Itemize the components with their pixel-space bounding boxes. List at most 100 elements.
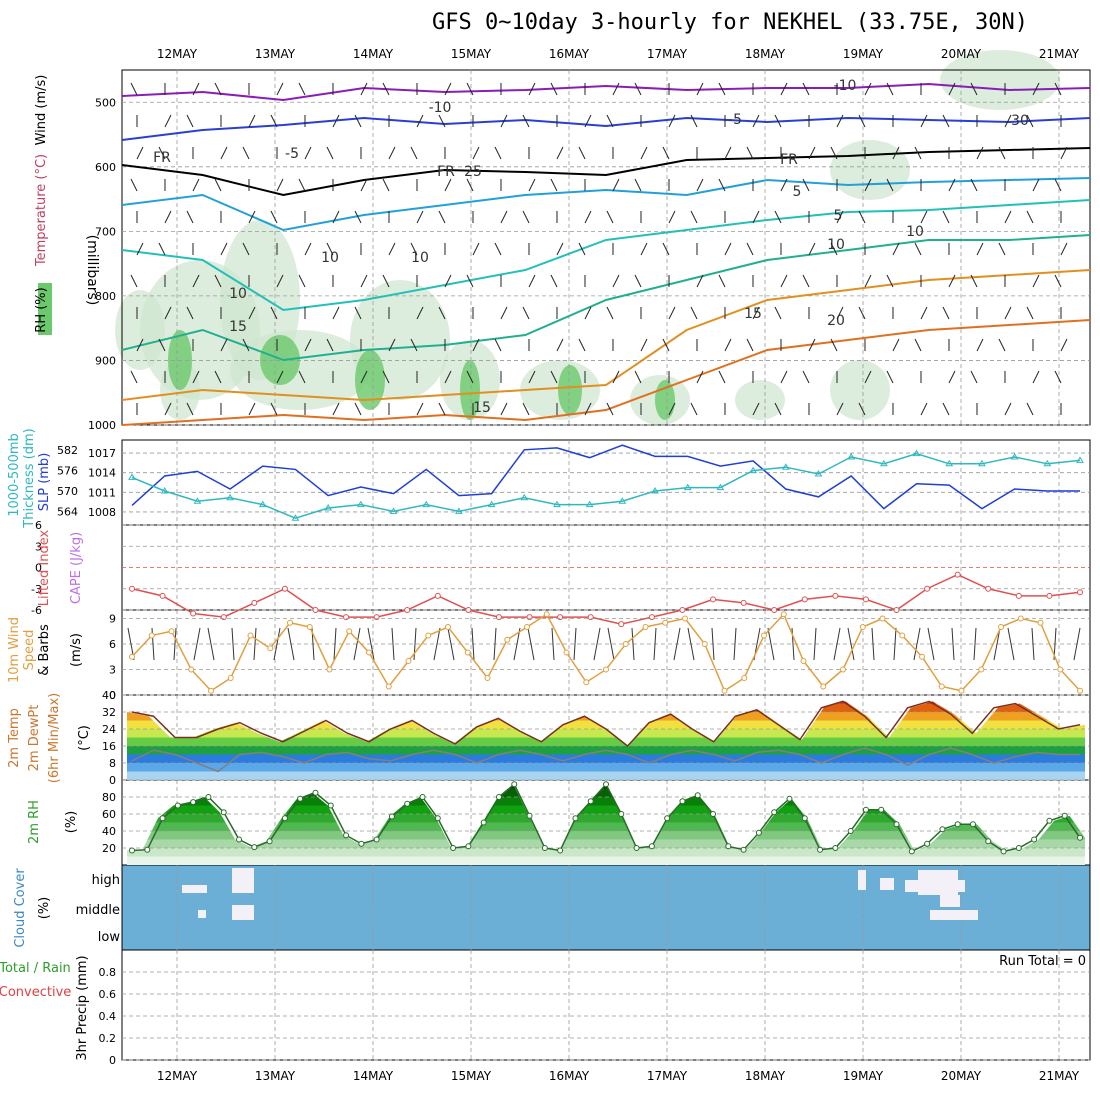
ylabel-cloud-2: (%) bbox=[37, 897, 52, 920]
wind-barb bbox=[830, 242, 838, 256]
contour-label: 5 bbox=[834, 208, 843, 224]
rh-high-3 bbox=[460, 360, 480, 420]
wind-barb bbox=[388, 146, 396, 160]
thickness-point bbox=[585, 500, 594, 508]
rh2m-point bbox=[388, 813, 395, 820]
temp-band bbox=[127, 737, 1085, 746]
wind-barb-10m bbox=[951, 627, 955, 661]
thickness-point bbox=[978, 459, 986, 467]
wind-barb bbox=[640, 338, 648, 352]
wind-barbs-profile bbox=[130, 82, 1068, 416]
wind-barb bbox=[382, 82, 390, 96]
contour-line bbox=[121, 177, 1091, 232]
contour-label: 10 bbox=[906, 224, 924, 240]
wind-barb bbox=[186, 210, 194, 224]
wind-barb bbox=[410, 146, 418, 160]
wind-barb bbox=[612, 274, 620, 288]
wind-barb bbox=[584, 210, 592, 224]
y-tick-profile: 800 bbox=[95, 290, 116, 303]
y-tick-rh: 40 bbox=[102, 825, 116, 838]
wind-speed-point bbox=[603, 666, 609, 673]
x-tick-bottom: 21MAY bbox=[1039, 1069, 1080, 1083]
wind-barb bbox=[780, 370, 788, 384]
rh2m-point bbox=[862, 806, 869, 813]
wind-barb bbox=[696, 370, 704, 384]
dewpt2m-line bbox=[131, 747, 1080, 773]
thickness-point bbox=[553, 500, 561, 508]
rh2m-point bbox=[633, 845, 640, 851]
wind-speed-point bbox=[504, 636, 511, 643]
thickness-point bbox=[1076, 456, 1084, 463]
rh2m-point bbox=[327, 802, 334, 809]
ylabel-wind-1: 10m Wind bbox=[7, 617, 22, 683]
wind-barb bbox=[718, 274, 726, 288]
ylabel-slp: SLP (mb) bbox=[37, 453, 52, 512]
thickness-point bbox=[422, 500, 431, 508]
wind-barb bbox=[634, 370, 642, 384]
wind-barb bbox=[528, 178, 536, 192]
thickness-point bbox=[651, 487, 659, 494]
wind-speed-point bbox=[1077, 687, 1083, 694]
wind-speed-point bbox=[1017, 615, 1024, 622]
wind-speed-point bbox=[425, 632, 432, 639]
wind-barb bbox=[858, 114, 866, 128]
rh-high-4 bbox=[558, 365, 582, 415]
wind-barb bbox=[136, 146, 144, 160]
wind-barb bbox=[752, 210, 760, 224]
wind-speed-point bbox=[366, 649, 372, 656]
lifted-index-point bbox=[434, 592, 441, 599]
rh2m-point bbox=[878, 806, 885, 813]
lifted-index-point bbox=[465, 607, 472, 613]
y-tick-temp: 16 bbox=[102, 740, 116, 753]
wind-barb bbox=[774, 306, 782, 320]
thickness-point bbox=[879, 459, 888, 467]
run-total-label: Run Total = 0 bbox=[999, 954, 1086, 969]
wind-barb bbox=[1054, 370, 1062, 384]
cloud-patch bbox=[232, 868, 254, 893]
ylabel-temp-3: (6hr Min/Max) bbox=[47, 693, 62, 783]
wind-barb bbox=[746, 242, 754, 256]
rh2m-point bbox=[924, 840, 931, 847]
rh2m-point bbox=[251, 844, 258, 851]
wind-barb bbox=[584, 402, 592, 416]
wind-barb bbox=[948, 82, 956, 96]
wind-barb bbox=[164, 210, 172, 224]
rh-band bbox=[127, 788, 1085, 797]
wind-barb bbox=[220, 146, 228, 160]
wind-barb bbox=[802, 178, 810, 192]
rh2m-point bbox=[985, 838, 992, 845]
rh-band bbox=[127, 856, 1085, 865]
wind-barb bbox=[1060, 242, 1068, 256]
x-tick-top: 13MAY bbox=[255, 47, 296, 61]
contour-label: 10 bbox=[827, 237, 845, 253]
x-tick-top: 14MAY bbox=[353, 47, 394, 61]
wind-barb bbox=[186, 114, 194, 128]
wind-barb bbox=[270, 402, 278, 416]
wind-barb bbox=[886, 274, 894, 288]
rh-band bbox=[127, 797, 1085, 806]
y-tick-slp: 1011 bbox=[88, 486, 116, 499]
contour-label: 20 bbox=[827, 313, 845, 329]
wind-barb bbox=[1004, 402, 1012, 416]
temp-band bbox=[127, 720, 1085, 729]
wind-barb bbox=[550, 274, 558, 288]
wind-speed-point bbox=[484, 675, 491, 681]
wind-barb bbox=[662, 242, 670, 256]
rh2m-point bbox=[939, 826, 946, 833]
wind-barb bbox=[298, 274, 306, 288]
wind-barb bbox=[886, 178, 894, 192]
wind-barb bbox=[382, 370, 390, 384]
wind-barb-10m bbox=[673, 627, 681, 661]
cloud-patch bbox=[918, 870, 958, 895]
contour-line bbox=[121, 199, 1091, 312]
ylabel-temp-1: 2m Temp bbox=[7, 708, 22, 768]
wind-barb-10m bbox=[767, 627, 775, 661]
wind-barb bbox=[864, 178, 872, 192]
rh2m-point bbox=[648, 843, 655, 850]
wind-barb bbox=[158, 338, 166, 352]
lifted-index-point bbox=[893, 607, 900, 613]
wind-barb bbox=[718, 82, 726, 96]
wind-barb bbox=[808, 146, 816, 160]
lifted-index-point bbox=[679, 607, 686, 613]
wind-barb bbox=[494, 242, 502, 256]
